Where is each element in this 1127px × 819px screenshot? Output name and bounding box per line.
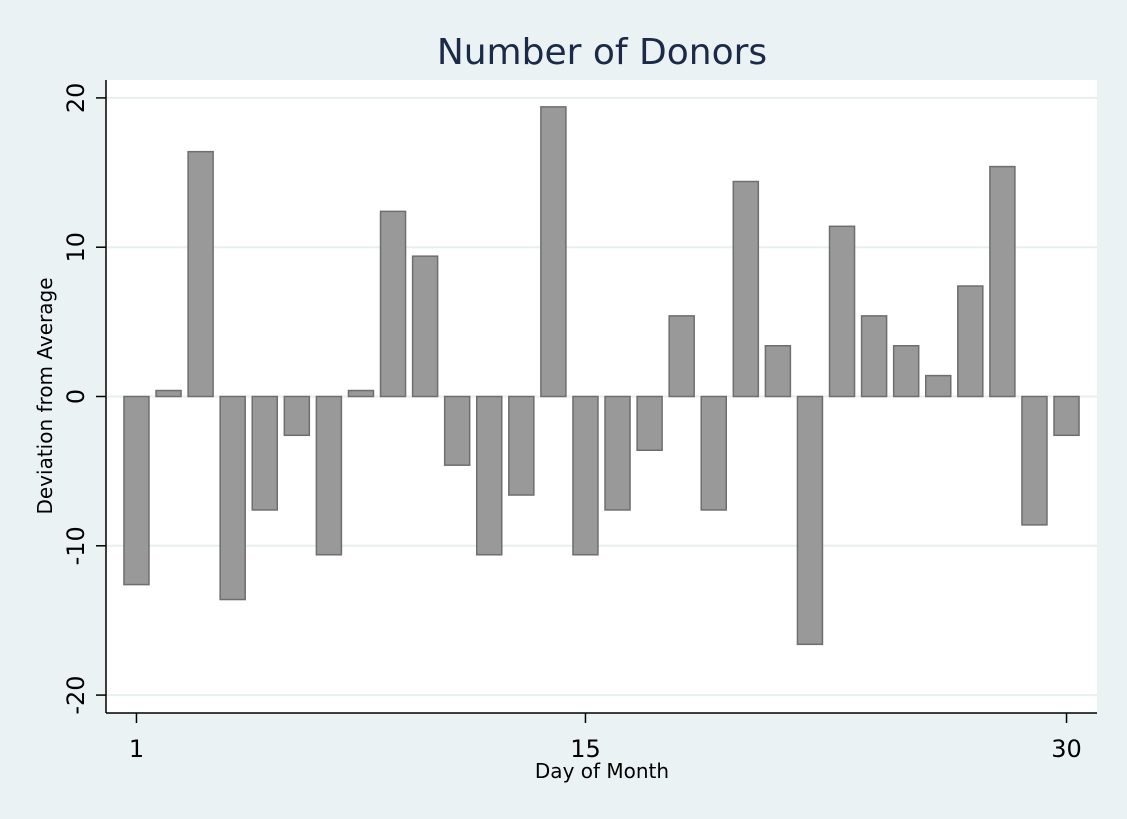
bar-day-8 — [347, 389, 375, 398]
bar-day-5 — [251, 395, 279, 511]
y-tick-label-3: 10 — [62, 232, 90, 263]
axes — [96, 80, 1097, 723]
bar-day-18 — [668, 315, 695, 398]
y-tick-label-4: 20 — [62, 83, 90, 114]
y-tick-label-0: -20 — [62, 675, 90, 714]
bar-day-26 — [924, 374, 952, 398]
bar-day-30 — [1053, 395, 1080, 437]
bar-day-16 — [604, 395, 631, 511]
bar-day-4 — [219, 395, 246, 601]
bar-day-25 — [892, 344, 920, 398]
bar-day-20 — [732, 180, 760, 398]
bar-day-28 — [989, 165, 1016, 398]
bar-day-10 — [411, 255, 439, 398]
bar-day-2 — [155, 389, 182, 398]
bars — [123, 106, 1080, 646]
x-tick-label-2: 30 — [1051, 735, 1082, 763]
bar-day-11 — [443, 395, 471, 466]
bar-day-14 — [540, 106, 567, 398]
bar-day-27 — [957, 285, 984, 398]
y-tick-label-1: -10 — [62, 526, 90, 565]
bar-day-15 — [572, 395, 599, 556]
x-tick-label-1: 15 — [570, 735, 601, 763]
bar-day-24 — [860, 315, 888, 398]
bar-day-6 — [283, 395, 311, 437]
x-axis-label: Day of Month — [535, 759, 669, 783]
bar-day-17 — [636, 395, 663, 451]
bar-day-7 — [315, 395, 343, 556]
y-axis-label: Deviation from Average — [33, 277, 57, 514]
bar-day-12 — [475, 395, 503, 556]
bar-day-3 — [187, 150, 214, 398]
bar-day-19 — [700, 395, 728, 511]
bar-day-29 — [1021, 395, 1048, 526]
chart-title: Number of Donors — [437, 32, 767, 73]
tick-labels: -20 -10 0 10 20 1 15 30 — [62, 83, 1082, 763]
bar-day-9 — [379, 210, 407, 398]
bar-day-23 — [828, 225, 856, 398]
y-tick-label-2: 0 — [62, 389, 90, 404]
bar-day-1 — [123, 395, 150, 586]
bar-day-21 — [764, 344, 792, 398]
bar-day-22 — [796, 395, 824, 646]
bar-day-13 — [508, 395, 535, 496]
x-tick-label-0: 1 — [129, 735, 144, 763]
